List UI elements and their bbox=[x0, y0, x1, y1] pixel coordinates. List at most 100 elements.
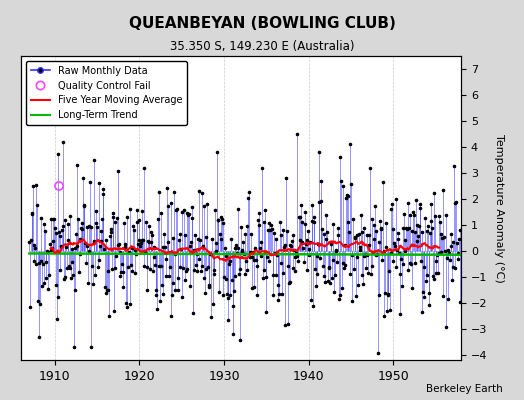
Point bbox=[329, 221, 337, 227]
Point bbox=[247, 254, 256, 260]
Point bbox=[105, 313, 113, 319]
Point bbox=[245, 254, 254, 260]
Point bbox=[29, 183, 37, 190]
Point bbox=[75, 251, 84, 257]
Point bbox=[241, 231, 249, 238]
Point bbox=[397, 256, 406, 262]
Point bbox=[202, 234, 210, 240]
Point bbox=[324, 264, 333, 270]
Point bbox=[50, 216, 58, 222]
Point bbox=[63, 265, 71, 272]
Point bbox=[267, 221, 275, 228]
Point bbox=[210, 271, 218, 277]
Point bbox=[28, 210, 37, 216]
Point bbox=[99, 186, 107, 192]
Point bbox=[91, 272, 99, 278]
Point bbox=[372, 252, 380, 258]
Point bbox=[221, 245, 229, 252]
Point bbox=[182, 266, 191, 272]
Point bbox=[297, 202, 305, 208]
Point bbox=[260, 266, 268, 273]
Point bbox=[223, 294, 232, 301]
Point bbox=[210, 267, 219, 273]
Point bbox=[109, 214, 117, 220]
Point bbox=[76, 236, 84, 242]
Point bbox=[68, 259, 76, 265]
Point bbox=[261, 207, 269, 213]
Point bbox=[243, 266, 251, 273]
Point bbox=[125, 301, 134, 308]
Point bbox=[343, 192, 352, 199]
Point bbox=[45, 271, 53, 278]
Point bbox=[445, 257, 454, 263]
Point bbox=[48, 244, 56, 251]
Point bbox=[408, 228, 417, 234]
Point bbox=[355, 231, 363, 237]
Point bbox=[245, 189, 253, 195]
Point bbox=[132, 250, 140, 257]
Point bbox=[347, 181, 355, 188]
Point bbox=[294, 214, 303, 220]
Point bbox=[31, 244, 39, 251]
Point bbox=[136, 243, 144, 250]
Point bbox=[194, 236, 202, 242]
Point bbox=[331, 272, 339, 278]
Point bbox=[278, 270, 287, 276]
Point bbox=[253, 263, 261, 270]
Point bbox=[450, 163, 458, 170]
Point bbox=[317, 178, 325, 184]
Point bbox=[123, 214, 131, 220]
Point bbox=[419, 289, 427, 295]
Point bbox=[420, 294, 429, 300]
Point bbox=[30, 258, 39, 264]
Point bbox=[231, 245, 239, 251]
Point bbox=[361, 250, 369, 257]
Point bbox=[195, 256, 204, 262]
Point bbox=[304, 252, 313, 258]
Point bbox=[305, 246, 314, 252]
Point bbox=[431, 212, 439, 219]
Point bbox=[70, 344, 78, 350]
Point bbox=[92, 220, 100, 226]
Point bbox=[355, 244, 364, 250]
Point bbox=[376, 218, 384, 225]
Point bbox=[388, 258, 397, 265]
Point bbox=[147, 239, 156, 246]
Point bbox=[451, 200, 459, 206]
Point bbox=[296, 214, 304, 220]
Point bbox=[405, 224, 413, 231]
Point bbox=[147, 229, 155, 235]
Point bbox=[410, 211, 418, 218]
Point bbox=[102, 290, 111, 296]
Point bbox=[282, 175, 290, 181]
Point bbox=[64, 221, 72, 228]
Point bbox=[190, 267, 198, 274]
Point bbox=[165, 273, 173, 280]
Point bbox=[205, 284, 213, 290]
Point bbox=[53, 316, 61, 323]
Point bbox=[342, 195, 351, 201]
Point bbox=[290, 246, 298, 253]
Point bbox=[406, 260, 414, 266]
Point bbox=[212, 240, 220, 246]
Point bbox=[113, 215, 121, 222]
Point bbox=[172, 206, 180, 213]
Point bbox=[34, 298, 42, 304]
Point bbox=[329, 257, 337, 263]
Point bbox=[171, 251, 180, 257]
Point bbox=[244, 195, 252, 201]
Point bbox=[153, 306, 161, 312]
Point bbox=[96, 238, 105, 244]
Point bbox=[129, 222, 137, 229]
Point bbox=[155, 189, 163, 195]
Point bbox=[414, 233, 422, 239]
Point bbox=[169, 235, 178, 242]
Point bbox=[287, 243, 296, 250]
Point bbox=[334, 232, 343, 238]
Point bbox=[374, 292, 383, 298]
Point bbox=[178, 293, 187, 300]
Point bbox=[74, 216, 82, 222]
Point bbox=[89, 280, 97, 287]
Point bbox=[288, 238, 296, 244]
Point bbox=[259, 274, 267, 281]
